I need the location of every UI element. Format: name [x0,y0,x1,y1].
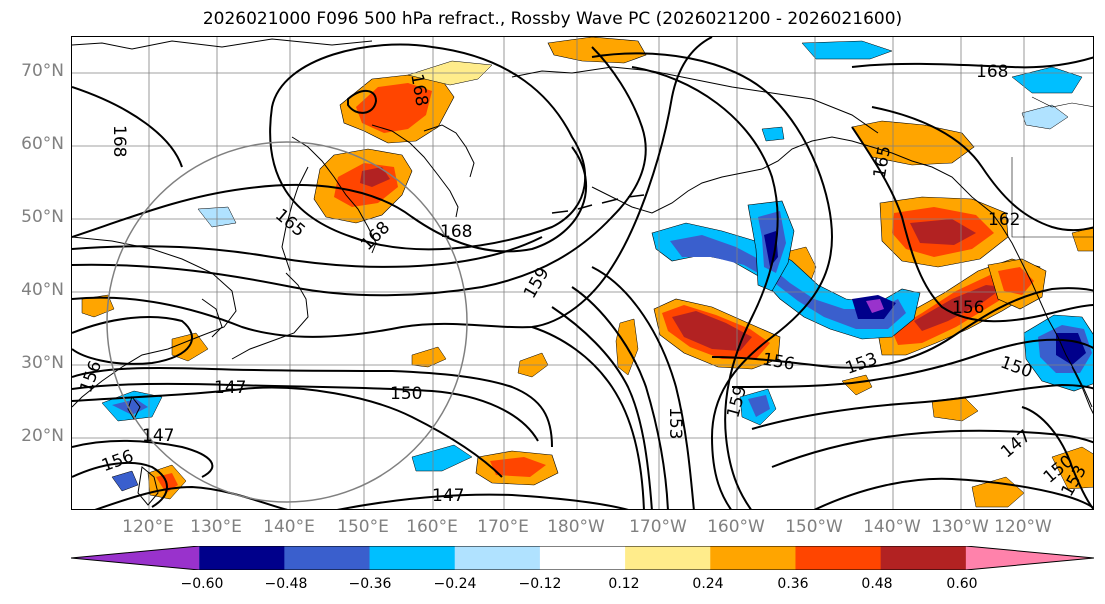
colorbar-segment [625,546,711,570]
colorbar-segment [71,546,200,570]
lat-label-70n: 70°N [21,61,64,81]
contour-label: 165 [870,144,895,179]
contour-label: 153 [665,407,685,439]
lat-label-20n: 20°N [21,426,64,446]
colorbar-segment [539,546,626,570]
positive-anomalies [81,37,1093,508]
lon-label-150e: 150°E [337,517,389,537]
lat-label-60n: 60°N [21,134,64,154]
lon-label-120e: 120°E [122,517,174,537]
lon-label-150w: 150°W [785,517,843,537]
lon-label-160e: 160°E [406,517,458,537]
lat-label-40n: 40°N [21,280,64,300]
contour-label: 147 [432,486,464,506]
colorbar-segment [284,546,371,570]
map-title: 2026021000 F096 500 hPa refract., Rossby… [202,9,903,29]
colorbar-tick-label: 0.36 [777,576,809,592]
lon-label-130e: 130°E [190,517,242,537]
colorbar-segment [795,546,882,570]
colorbar-tick-label: −0.24 [433,576,477,592]
lat-label-30n: 30°N [21,353,64,373]
colorbar-segment [965,546,1094,570]
colorbar-tick-label: 0.24 [692,576,724,592]
anomaly-shade [360,167,390,187]
lon-label-130w: 130°W [931,517,989,537]
anomaly-shade [910,219,976,245]
colorbar-segment [880,546,967,570]
anomaly-shade [1011,66,1083,94]
anomaly-shade [111,470,139,492]
contour-label: 168 [357,218,394,255]
contour-label: 147 [142,426,174,446]
colorbar-tick-label: −0.12 [518,576,562,592]
anomaly-shade [411,444,473,472]
anomaly-shade [866,299,884,313]
contour-label: 162 [988,210,1020,230]
colorbar [71,546,1094,570]
colorbar-tick-label: 0.60 [946,576,978,592]
colorbar-segment [369,546,456,570]
analysis-circle [106,141,468,503]
lon-label-140w: 140°W [863,517,921,537]
colorbar-tick-label: −0.36 [348,576,392,592]
contour-label: 159 [520,264,554,302]
lon-label-140e: 140°E [263,517,315,537]
contour-label: 156 [76,358,106,395]
lon-label-170e: 170°E [477,517,529,537]
map-svg: 168 168 168 168 165 168 165 162 159 159 … [72,37,1093,509]
anomaly-shade [998,267,1034,295]
anomaly-shade [761,126,785,142]
anomaly-shade [672,311,752,351]
lon-label-180w: 180°W [547,517,605,537]
contour-label: 156 [952,298,984,318]
anomaly-shade [914,285,1004,331]
negative-anomalies [101,40,1093,492]
contour-label: 156 [761,349,796,374]
height-contours [72,37,1093,509]
contour-label: 168 [976,62,1008,82]
lon-label-160w: 160°W [707,517,765,537]
lat-label-50n: 50°N [21,207,64,227]
contour-label: 168 [109,125,129,157]
contour-label: 168 [440,222,472,242]
contour-label: 150 [390,384,422,404]
anomaly-shade [411,346,447,368]
anomaly-shade [764,231,778,267]
anomaly-shade [801,40,893,60]
anomaly-shade [1021,104,1069,130]
coastlines [72,38,1093,506]
anomaly-shade [748,395,770,417]
colorbar-segment [454,546,541,570]
anomaly-shade [112,399,148,415]
colorbar-tick-label: 0.48 [861,576,893,592]
lon-label-170w: 170°W [629,517,687,537]
anomaly-shade [81,294,115,318]
colorbar-tick-label: 0.12 [608,576,640,592]
anomaly-shade [841,374,873,396]
colorbar-segment [710,546,796,570]
contour-label: 153 [843,349,880,379]
colorbar-tick-label: −0.60 [180,576,224,592]
contour-label: 147 [214,378,246,398]
anomaly-shade [547,37,647,64]
anomaly-shade [670,235,906,329]
colorbar-segment [199,546,285,570]
map-panel: 168 168 168 168 165 168 165 162 159 159 … [71,36,1094,510]
lon-label-120w: 120°W [994,517,1052,537]
graticule [72,37,1093,509]
colorbar-tick-label: −0.48 [264,576,308,592]
